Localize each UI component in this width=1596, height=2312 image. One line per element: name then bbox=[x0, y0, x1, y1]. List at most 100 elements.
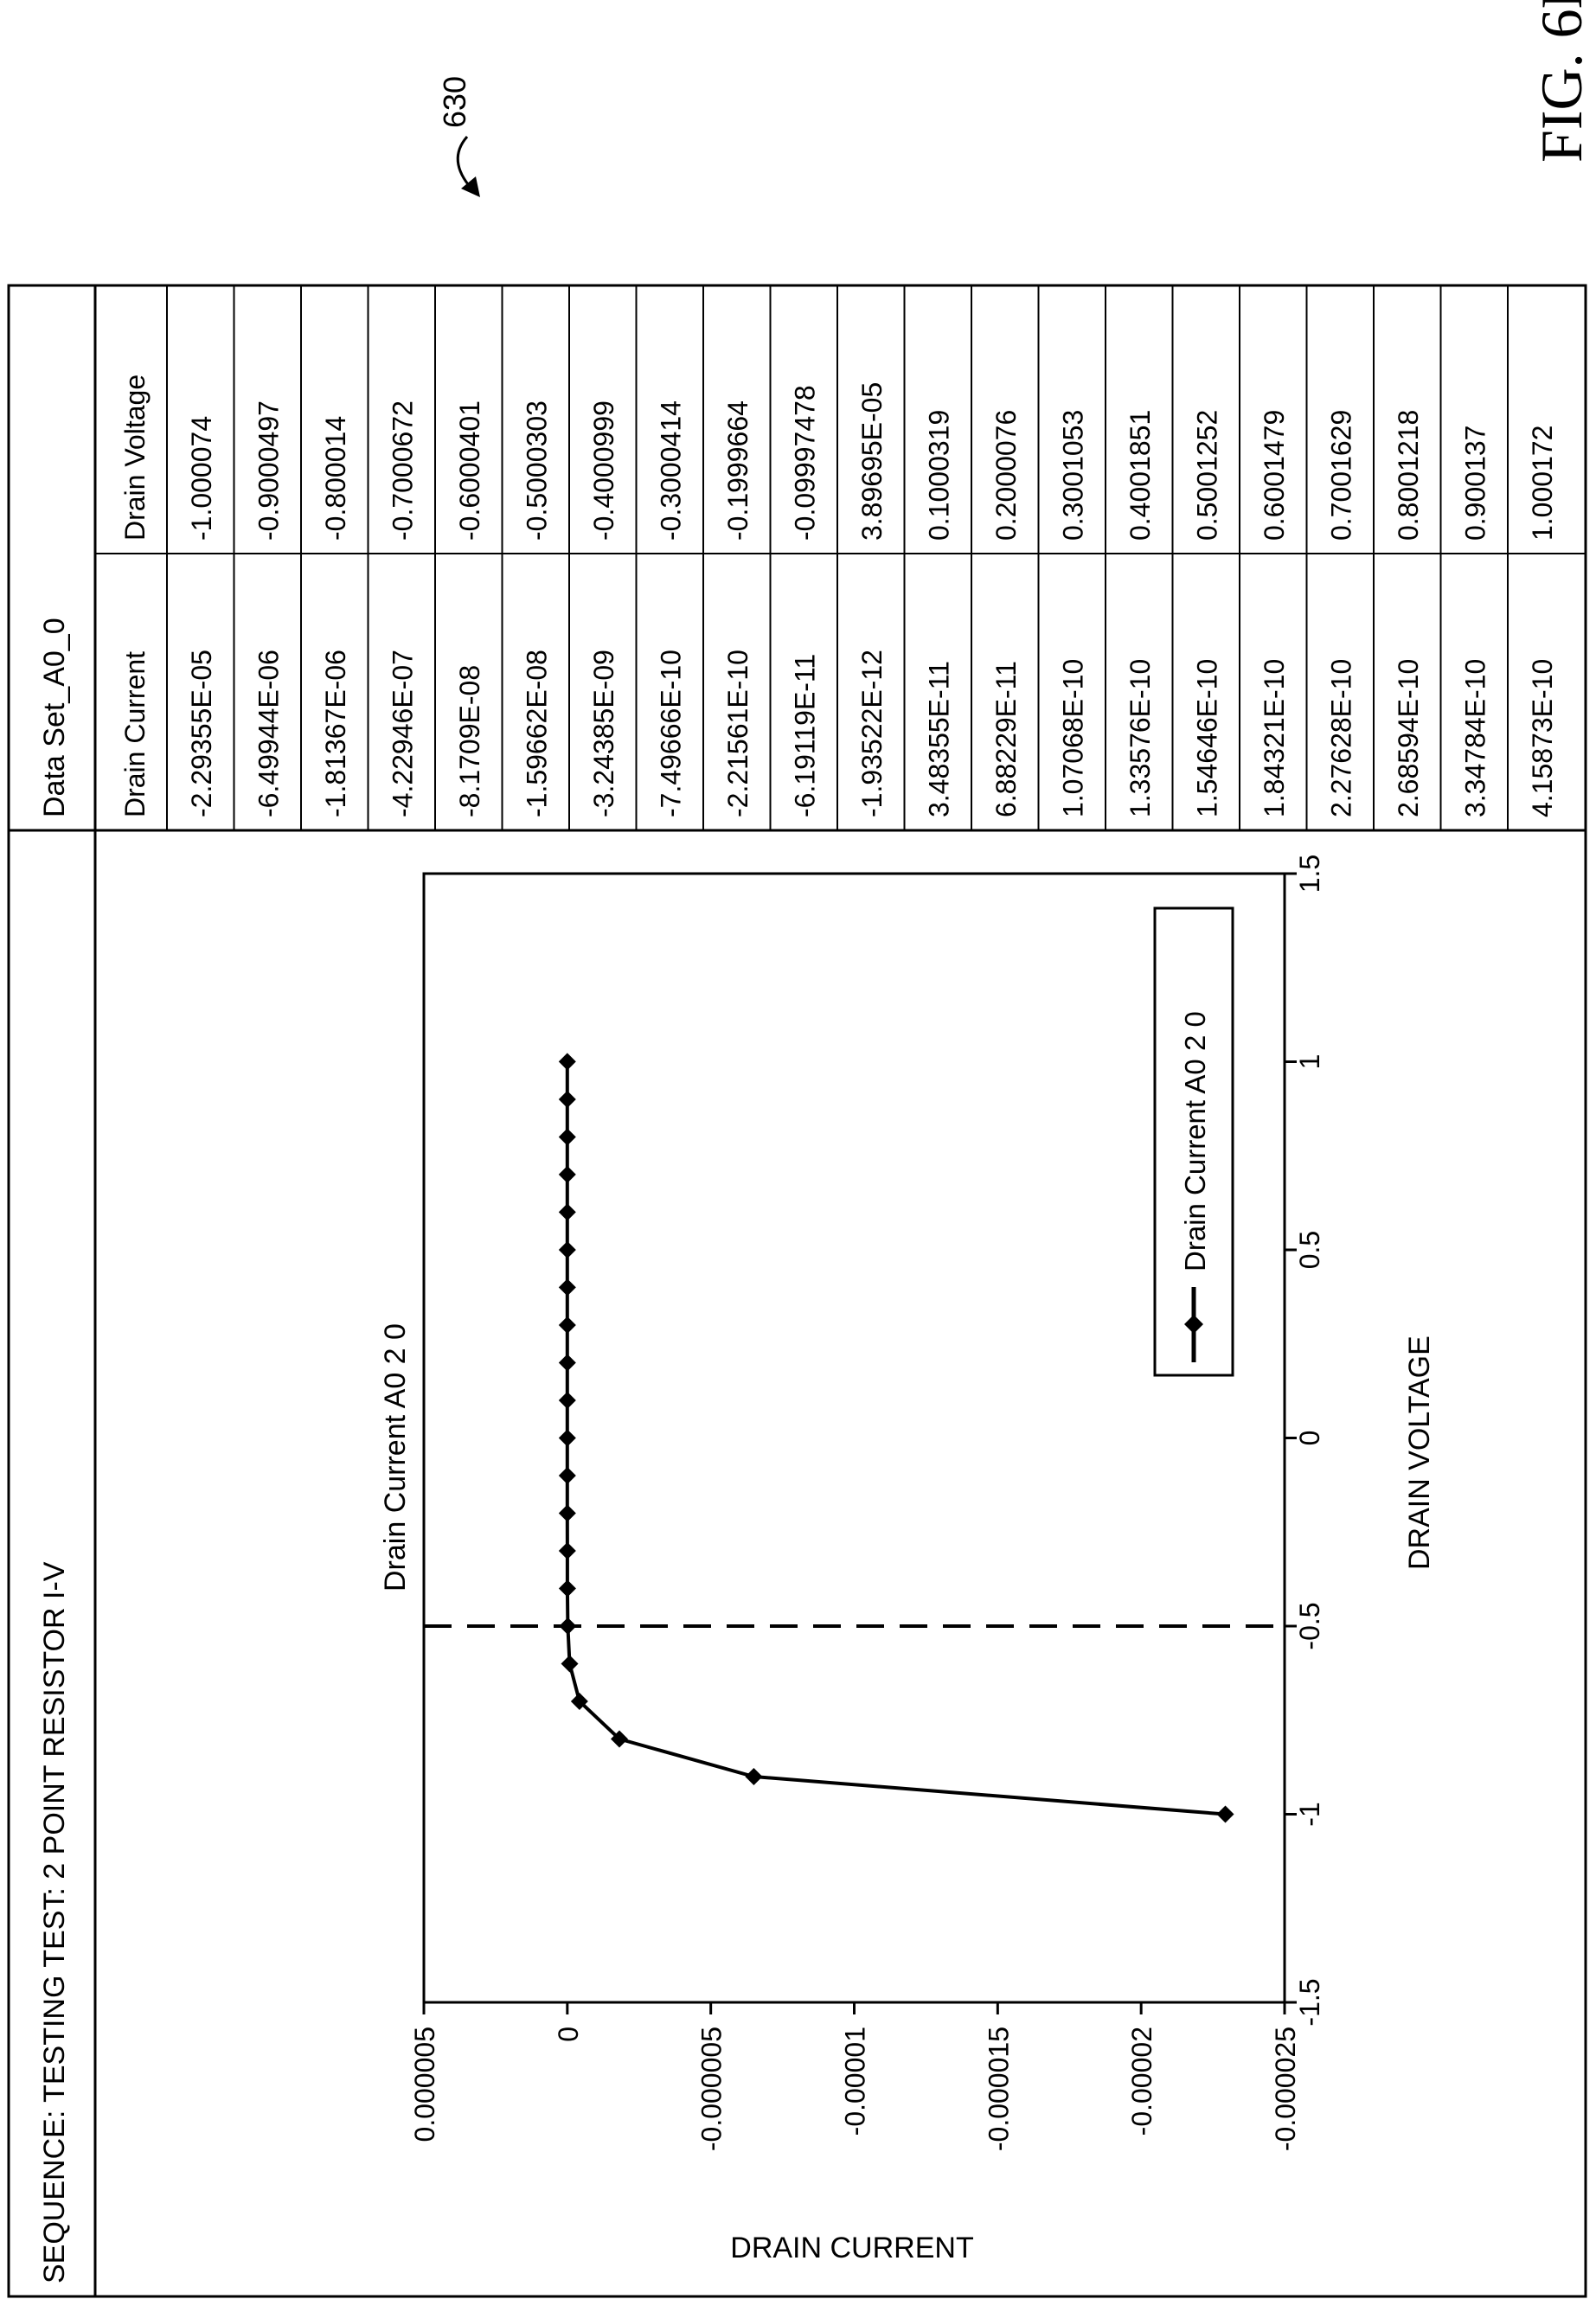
table-row: 3.48355E-11 0.1000319 bbox=[923, 410, 954, 817]
data-point-marker bbox=[1216, 1805, 1234, 1823]
x-axis-tick-label: -1.5 bbox=[1294, 1978, 1325, 2026]
table-cell-drain-voltage: 0.5001252 bbox=[1191, 410, 1222, 541]
table-cell-drain-voltage: 0.8001218 bbox=[1393, 410, 1424, 541]
data-point-marker bbox=[558, 1504, 576, 1522]
data-point-marker bbox=[610, 1730, 628, 1748]
table-cell-drain-current: -8.1709E-08 bbox=[454, 665, 485, 817]
table-cell-drain-current: 1.33576E-10 bbox=[1125, 659, 1156, 817]
data-point-marker bbox=[558, 1090, 576, 1108]
y-axis-tick-label: -0.000005 bbox=[696, 2027, 727, 2151]
table-cell-drain-voltage: -0.6000401 bbox=[454, 400, 485, 541]
data-point-marker bbox=[558, 1354, 576, 1372]
table-row: 4.15873E-10 1.000172 bbox=[1527, 426, 1558, 817]
reference-numeral: 630 bbox=[437, 76, 472, 128]
data-point-marker bbox=[558, 1429, 576, 1447]
reference-arrowhead bbox=[461, 176, 480, 197]
data-point-marker bbox=[558, 1278, 576, 1297]
table-cell-drain-voltage: -0.7000672 bbox=[387, 400, 418, 541]
x-axis-tick-label: 1.5 bbox=[1294, 855, 1325, 893]
x-axis-tick-label: -1 bbox=[1294, 1802, 1325, 1826]
table-row: -4.22946E-07 -0.7000672 bbox=[387, 400, 418, 817]
x-axis-tick-label: 0 bbox=[1294, 1431, 1325, 1446]
sequence-header: SEQUENCE: TESTING TEST: 2 POINT RESISTOR… bbox=[38, 1561, 71, 2283]
data-point-marker bbox=[558, 1053, 576, 1071]
table-row: 1.54646E-10 0.5001252 bbox=[1191, 410, 1222, 817]
table-cell-drain-current: 6.88229E-11 bbox=[990, 661, 1022, 817]
data-point-marker bbox=[558, 1316, 576, 1334]
legend-label: Drain Current A0 2 0 bbox=[1179, 1011, 1211, 1271]
data-point-marker bbox=[558, 1466, 576, 1484]
table-row: -8.1709E-08 -0.6000401 bbox=[454, 400, 485, 817]
table-row: -7.49666E-10 -0.3000414 bbox=[655, 400, 686, 817]
table-row: 1.84321E-10 0.6001479 bbox=[1259, 410, 1290, 817]
table-cell-drain-voltage: -0.9000497 bbox=[253, 400, 284, 541]
y-axis-tick-label: 0 bbox=[553, 2027, 584, 2042]
figure-header: FIG. 6D 630 bbox=[437, 0, 1594, 197]
table-row: 2.27628E-10 0.7001629 bbox=[1325, 410, 1356, 817]
x-axis-tick-label: 0.5 bbox=[1294, 1231, 1325, 1269]
table-row: 1.07068E-10 0.3001053 bbox=[1057, 410, 1088, 817]
data-point-marker bbox=[558, 1240, 576, 1258]
table-header-drain-current: Drain Current bbox=[119, 651, 151, 817]
table-cell-drain-current: 1.54646E-10 bbox=[1191, 659, 1222, 817]
data-point-marker bbox=[558, 1203, 576, 1221]
table-cell-drain-voltage: -0.5000303 bbox=[521, 400, 552, 541]
x-axis-label: DRAIN VOLTAGE bbox=[1403, 1335, 1436, 1570]
data-point-marker bbox=[558, 1165, 576, 1183]
table-cell-drain-current: 4.15873E-10 bbox=[1527, 659, 1558, 817]
series-line bbox=[565, 1061, 1226, 1816]
table-row: -1.93522E-12 3.89695E-05 bbox=[856, 382, 888, 817]
table-cell-drain-voltage: -0.1999664 bbox=[722, 400, 753, 541]
table-cell-drain-voltage: 0.4001851 bbox=[1125, 410, 1156, 541]
table-cell-drain-current: -2.21561E-10 bbox=[722, 650, 753, 817]
legend-diamond-marker bbox=[1184, 1315, 1203, 1334]
table-cell-drain-current: 1.07068E-10 bbox=[1057, 659, 1088, 817]
table-row: -3.24385E-09 -0.4000999 bbox=[588, 400, 619, 817]
figure-label: FIG. 6D bbox=[1529, 0, 1594, 163]
table-row: 1.33576E-10 0.4001851 bbox=[1125, 410, 1156, 817]
table-cell-drain-voltage: -1.000074 bbox=[186, 416, 217, 541]
table-row: -6.19119E-11 -0.09997478 bbox=[789, 385, 820, 817]
table-cell-drain-current: -6.19119E-11 bbox=[789, 654, 820, 817]
table-cell-drain-current: -3.24385E-09 bbox=[588, 650, 619, 817]
table-row: -2.29355E-05 -1.000074 bbox=[186, 416, 217, 817]
table-header-drain-voltage: Drain Voltage bbox=[119, 375, 151, 541]
table-row: 6.88229E-11 0.2000076 bbox=[990, 410, 1022, 817]
table-row: -2.21561E-10 -0.1999664 bbox=[722, 400, 753, 817]
table-cell-drain-voltage: -0.09997478 bbox=[789, 385, 820, 541]
y-axis-tick-label: 0.000005 bbox=[409, 2027, 440, 2142]
frame: SEQUENCE: TESTING TEST: 2 POINT RESISTOR… bbox=[7, 284, 1587, 2298]
y-axis-tick-label: -0.000025 bbox=[1270, 2027, 1301, 2151]
table-cell-drain-voltage: -0.3000414 bbox=[655, 400, 686, 541]
table-cell-drain-voltage: 0.6001479 bbox=[1259, 410, 1290, 541]
table-row: 3.34784E-10 0.900137 bbox=[1459, 426, 1490, 817]
table-cell-drain-current: -1.93522E-12 bbox=[856, 650, 888, 817]
chart-title: Drain Current A0 2 0 bbox=[379, 1323, 412, 1592]
table-cell-drain-current: 1.84321E-10 bbox=[1259, 659, 1290, 817]
table-cell-drain-voltage: -0.4000999 bbox=[588, 400, 619, 541]
table-cell-drain-current: 3.48355E-11 bbox=[923, 661, 954, 817]
data-set-title: Data Set_A0_0 bbox=[38, 618, 71, 817]
data-point-marker bbox=[745, 1768, 763, 1786]
data-point-marker bbox=[559, 1617, 577, 1636]
legend: Drain Current A0 2 0 bbox=[1153, 906, 1234, 1377]
table-cell-drain-current: -1.59662E-08 bbox=[521, 650, 552, 817]
data-point-marker bbox=[558, 1579, 576, 1598]
data-point-marker bbox=[558, 1128, 576, 1146]
table-cell-drain-current: -2.29355E-05 bbox=[186, 650, 217, 817]
table-row: -1.59662E-08 -0.5000303 bbox=[521, 400, 552, 817]
table-cell-drain-voltage: 3.89695E-05 bbox=[856, 382, 888, 541]
chart: Drain Current A0 2 0 DRAIN VOLTAGE DRAIN… bbox=[379, 855, 1436, 2264]
table-cell-drain-current: 2.27628E-10 bbox=[1325, 659, 1356, 817]
table-cell-drain-voltage: 0.3001053 bbox=[1057, 410, 1088, 541]
table-cell-drain-current: -6.49944E-06 bbox=[253, 650, 284, 817]
x-axis-tick-label: -0.5 bbox=[1294, 1602, 1325, 1649]
table-cell-drain-voltage: 0.1000319 bbox=[923, 410, 954, 541]
data-point-marker bbox=[558, 1391, 576, 1409]
reference-arrow bbox=[456, 136, 473, 189]
table-cell-drain-voltage: 0.7001629 bbox=[1325, 410, 1356, 541]
table-cell-drain-current: 3.34784E-10 bbox=[1459, 659, 1490, 817]
table-cell-drain-voltage: 0.2000076 bbox=[990, 410, 1022, 541]
table-row: 2.68594E-10 0.8001218 bbox=[1393, 410, 1424, 817]
